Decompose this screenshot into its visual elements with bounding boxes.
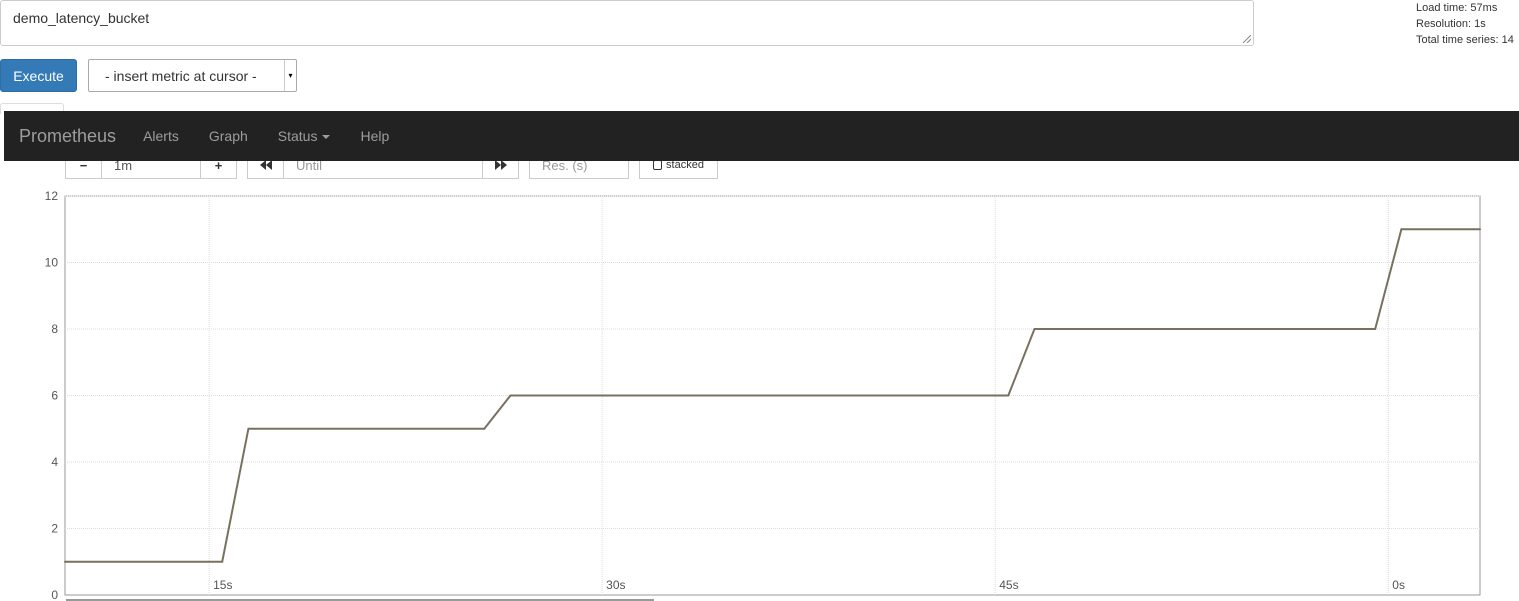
total-series-stat: Total time series: 14 [1416, 34, 1514, 46]
series-line [65, 228, 1480, 563]
expression-text: demo_latency_bucket [13, 10, 150, 26]
resolution-stat: Resolution: 1s [1416, 18, 1486, 30]
y-tick-label: 4 [51, 455, 58, 469]
nav-item-help[interactable]: Help [360, 128, 390, 144]
insert-metric-select-value: - insert metric at cursor - [105, 67, 257, 84]
y-tick-label: 6 [51, 389, 58, 403]
y-tick-label: 8 [51, 322, 58, 336]
y-tick-label: 0 [51, 588, 58, 601]
data-point [483, 427, 486, 430]
y-tick-label: 12 [45, 189, 59, 203]
x-tick-label: 45s [999, 578, 1018, 592]
nav-item-graph[interactable]: Graph [208, 128, 248, 144]
stacked-label: stacked [666, 159, 704, 171]
data-point [1479, 228, 1481, 231]
y-tick-label: 10 [45, 256, 59, 270]
data-point [247, 427, 250, 430]
x-tick-label: 30s [606, 578, 625, 592]
select-caret-icon: ▾ [284, 60, 296, 91]
stacked-checkbox[interactable] [653, 160, 663, 170]
data-point [1374, 328, 1377, 330]
top-navbar: Prometheus Alerts Graph Status Help [4, 111, 1519, 161]
expression-input[interactable]: demo_latency_bucket [0, 0, 1254, 46]
nav-item-status[interactable]: Status [263, 128, 346, 144]
insert-metric-select[interactable]: - insert metric at cursor - ▾ [88, 59, 297, 92]
data-point [1007, 394, 1010, 397]
execute-button[interactable]: Execute [0, 59, 77, 92]
resize-handle-icon[interactable] [1241, 33, 1251, 43]
chevron-down-icon [322, 135, 331, 140]
data-point [221, 560, 224, 563]
nav-item-status-label: Status [277, 128, 318, 144]
data-point [509, 394, 512, 397]
data-point [1033, 328, 1036, 330]
nav-item-alerts[interactable]: Alerts [143, 128, 179, 144]
load-time: Load time: 57ms [1416, 2, 1498, 14]
graph-tab[interactable] [0, 103, 64, 114]
latency-graph: 0 2 4 6 8 10 12 15s 30s 45s 0s [45, 189, 1481, 601]
data-point [64, 560, 66, 563]
query-stats: Load time: 57ms Resolution: 1s Total tim… [1416, 0, 1514, 48]
x-tick-label: 0s [1392, 578, 1405, 592]
y-tick-label: 2 [51, 522, 58, 536]
navbar-brand[interactable]: Prometheus [19, 125, 117, 146]
data-point [1400, 228, 1403, 231]
x-tick-label: 15s [213, 578, 232, 592]
